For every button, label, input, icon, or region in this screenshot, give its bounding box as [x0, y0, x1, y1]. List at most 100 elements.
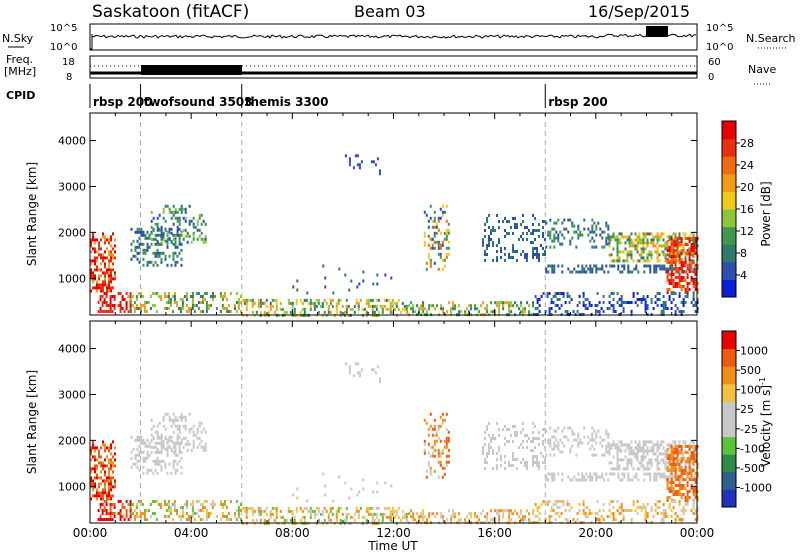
data-cell	[323, 506, 326, 510]
data-cell	[160, 228, 163, 232]
data-cell	[577, 444, 580, 448]
data-cell	[694, 240, 697, 243]
data-cell	[96, 476, 98, 480]
data-cell	[191, 298, 194, 301]
data-cell	[692, 467, 695, 471]
data-cell	[638, 506, 641, 509]
data-cell	[682, 301, 685, 304]
data-cell	[642, 238, 645, 242]
velocity-frame	[89, 320, 698, 524]
data-cell	[575, 453, 578, 457]
data-cell	[189, 515, 192, 518]
data-cell	[576, 512, 579, 515]
data-cell	[110, 274, 112, 278]
data-cell	[486, 512, 489, 516]
freq-tick-bottom: 8	[66, 72, 72, 83]
data-cell	[169, 512, 172, 515]
data-cell	[146, 230, 149, 234]
data-cell	[656, 304, 659, 307]
data-cell	[642, 259, 645, 263]
data-cell	[391, 310, 394, 314]
data-cell	[100, 286, 102, 290]
data-cell	[486, 220, 488, 223]
data-cell	[571, 236, 574, 240]
data-cell	[668, 503, 671, 506]
data-cell	[514, 431, 516, 434]
data-cell	[176, 424, 179, 428]
data-cell	[94, 482, 96, 486]
data-cell	[164, 239, 167, 243]
data-cell	[164, 228, 167, 232]
data-cell	[648, 467, 651, 471]
data-cell	[551, 267, 554, 271]
data-cell	[627, 264, 630, 268]
data-cell	[668, 288, 671, 291]
data-cell	[142, 465, 145, 469]
data-cell	[202, 448, 205, 452]
data-cell	[92, 259, 94, 263]
data-cell	[632, 244, 635, 248]
data-cell	[623, 472, 626, 476]
data-cell	[635, 264, 638, 268]
data-cell	[167, 301, 170, 304]
data-cell	[666, 478, 669, 481]
data-cell	[362, 279, 365, 283]
data-cell	[584, 515, 587, 518]
data-cell	[263, 509, 266, 513]
data-cell	[584, 506, 587, 509]
data-cell	[644, 467, 647, 471]
data-cell	[498, 301, 501, 305]
data-cell	[605, 224, 608, 228]
data-cell	[127, 310, 130, 313]
data-cell	[654, 452, 657, 456]
data-cell	[365, 301, 368, 305]
data-cell	[106, 289, 108, 293]
data-cell	[153, 500, 156, 503]
data-cell	[596, 512, 599, 515]
data-cell	[664, 452, 667, 456]
data-cell	[172, 254, 175, 258]
data-cell	[582, 509, 585, 512]
data-cell	[425, 213, 428, 217]
data-cell	[92, 277, 94, 281]
data-cell	[692, 298, 695, 301]
data-cell	[441, 412, 444, 416]
data-cell	[313, 304, 316, 308]
data-cell	[162, 237, 165, 241]
data-cell	[636, 241, 639, 245]
data-cell	[249, 506, 252, 510]
data-cell	[557, 447, 560, 451]
data-cell	[664, 509, 667, 512]
data-cell	[324, 276, 327, 280]
data-cell	[259, 298, 262, 302]
data-cell	[160, 234, 163, 238]
data-cell	[597, 429, 600, 433]
data-cell	[534, 307, 537, 310]
data-cell	[591, 453, 594, 457]
data-cell	[534, 437, 536, 440]
data-cell	[131, 295, 134, 298]
data-cell	[646, 440, 649, 444]
data-cell	[389, 509, 392, 513]
data-cell	[180, 257, 183, 261]
data-cell	[492, 241, 494, 244]
data-cell	[486, 247, 488, 250]
data-cell	[514, 226, 516, 229]
data-cell	[680, 445, 683, 448]
data-cell	[98, 244, 100, 248]
data-cell	[100, 464, 102, 468]
data-cell	[90, 470, 92, 474]
data-cell	[416, 304, 419, 308]
data-cell	[447, 460, 450, 464]
data-cell	[369, 304, 372, 308]
data-cell	[674, 237, 677, 240]
data-cell	[167, 307, 170, 310]
data-cell	[98, 449, 100, 453]
data-cell	[649, 475, 652, 479]
data-cell	[345, 310, 348, 314]
data-cell	[492, 229, 494, 232]
data-cell	[670, 264, 673, 267]
data-cell	[678, 273, 681, 276]
data-cell	[498, 310, 501, 314]
data-cell	[114, 446, 116, 450]
